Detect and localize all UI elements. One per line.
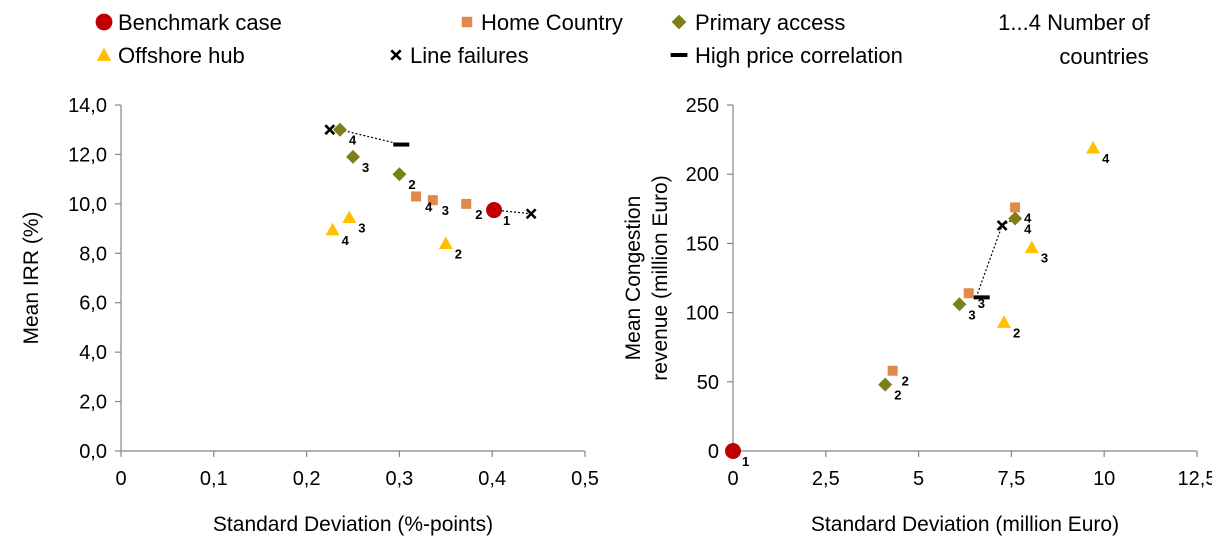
point-count-label: 4 (425, 199, 433, 214)
point-home-country (411, 191, 422, 202)
y-tick-label: 200 (686, 164, 719, 186)
y-tick-label: 150 (686, 233, 719, 255)
chart-mean-irr: 0,0 2,0 4,0 6,0 8,0 10,0 12,0 14,0 0 0,1 0,2 0,3 0,4… (20, 95, 599, 536)
y-tick-label: 50 (697, 372, 719, 394)
y-tick-label: 10,0 (68, 194, 107, 216)
point-home-country (963, 288, 974, 299)
point-count-label: 4 (1102, 151, 1110, 166)
point-primary-access (346, 149, 360, 164)
y-axis-title-line-2: revenue (million Euro) (649, 175, 672, 380)
point-primary-access (878, 377, 893, 392)
y-axis-title-line-1: Mean Congestion (622, 196, 645, 361)
point-count-label: 3 (358, 220, 365, 235)
point-count-label: 2 (408, 177, 415, 192)
point-primary-access (392, 167, 407, 182)
legend-marker-high-price-correlation (670, 53, 688, 57)
x-tick-label: 12,5 (1178, 468, 1212, 490)
y-tick-label: 8,0 (79, 243, 107, 265)
legend-label-primary-access: Primary access (695, 10, 845, 35)
point-offshore-hub (342, 210, 357, 224)
point-primary-access (333, 122, 348, 137)
x-tick-label: 0,3 (385, 468, 413, 490)
legend-marker-offshore-hub (96, 47, 112, 61)
y-tick-label: 12,0 (68, 144, 107, 166)
point-count-label: 4 (1024, 210, 1032, 225)
x-tick-label: 0,5 (571, 468, 599, 490)
point-high-price-correlation (973, 295, 990, 300)
point-offshore-hub (438, 236, 453, 249)
x-tick-label: 0,4 (478, 468, 506, 490)
legend-label-offshore-hub: Offshore hub (118, 43, 245, 68)
y-tick-label: 0,0 (79, 441, 107, 463)
point-count-label: 3 (968, 307, 975, 322)
point-home-country (1010, 202, 1021, 213)
dotted-connector (975, 225, 1003, 298)
legend-label-home-country: Home Country (481, 10, 623, 35)
point-count-label: 2 (894, 388, 901, 403)
point-count-label: 3 (362, 160, 369, 175)
x-tick-label: 0 (727, 468, 738, 490)
point-count-label: 2 (455, 246, 462, 261)
point-line-failures (996, 219, 1008, 231)
x-tick-label: 5 (913, 468, 924, 490)
point-count-label: 4 (349, 133, 357, 148)
y-tick-label: 4,0 (79, 342, 107, 364)
legend-label-high-price-correlation: High price correlation (695, 43, 903, 68)
legend-marker-line-failures (390, 49, 402, 61)
x-tick-label: 0 (115, 468, 126, 490)
point-count-label: 1 (503, 213, 510, 228)
x-tick-label: 0,1 (200, 468, 228, 490)
point-primary-access (952, 297, 967, 312)
y-tick-label: 100 (686, 303, 719, 325)
point-home-country (461, 198, 472, 209)
x-axis-title: Standard Deviation (%-points) (213, 513, 493, 536)
point-count-label: 2 (1013, 325, 1020, 340)
legend-marker-home-country (461, 16, 473, 28)
y-axis-title: Mean IRR (%) (20, 211, 43, 344)
y-tick-label: 250 (686, 95, 719, 117)
y-tick-label: 6,0 (79, 293, 107, 315)
point-count-label: 4 (1024, 221, 1032, 236)
point-offshore-hub (1024, 240, 1039, 254)
point-home-country (427, 195, 438, 206)
x-tick-label: 7,5 (997, 468, 1025, 490)
point-line-failures (324, 124, 336, 136)
point-offshore-hub (1086, 140, 1101, 154)
point-line-failures (525, 208, 537, 220)
legend-marker-benchmark-case (95, 13, 113, 31)
point-count-label: 2 (902, 374, 909, 389)
point-offshore-hub (996, 315, 1011, 328)
chart-congestion-revenue: 0 50 100 150 200 250 0 2,5 5 7,5 10 12,5 Standard De… (622, 95, 1212, 536)
point-benchmark-case (486, 202, 503, 219)
point-count-label: 3 (1041, 251, 1048, 266)
dotted-connector (339, 129, 402, 146)
point-count-label: 1 (742, 454, 749, 469)
legend-label-benchmark-case: Benchmark case (118, 10, 282, 35)
point-high-price-correlation (393, 142, 410, 147)
y-tick-label: 2,0 (79, 392, 107, 414)
y-tick-label: 0 (708, 441, 719, 463)
point-count-label: 4 (342, 233, 350, 248)
point-offshore-hub (325, 222, 340, 236)
y-tick-label: 14,0 (68, 95, 107, 117)
point-benchmark-case (725, 443, 741, 459)
x-tick-label: 0,2 (293, 468, 321, 490)
point-count-label: 2 (475, 207, 482, 222)
legend-marker-primary-access (671, 14, 687, 30)
x-axis-title: Standard Deviation (million Euro) (811, 513, 1119, 536)
x-tick-label: 2,5 (812, 468, 840, 490)
point-home-country (887, 365, 898, 376)
point-count-label: 3 (442, 203, 449, 218)
legend: Benchmark case Home Country Primary access… (95, 10, 1151, 69)
point-primary-access (1008, 211, 1023, 226)
point-count-label: 3 (978, 296, 985, 311)
legend-note-countries: countries (1059, 44, 1148, 69)
legend-label-line-failures: Line failures (410, 43, 529, 68)
x-tick-label: 10 (1093, 468, 1115, 490)
legend-note-number-of: 1...4 Number of (998, 10, 1151, 35)
